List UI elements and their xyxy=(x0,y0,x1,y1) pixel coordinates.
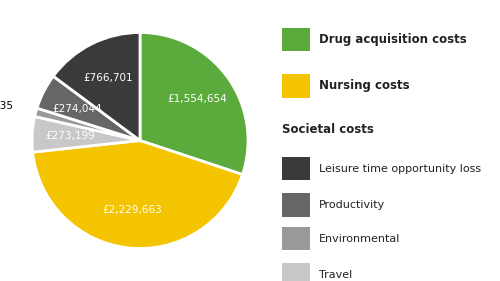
Wedge shape xyxy=(53,33,140,140)
Bar xyxy=(282,74,310,98)
Text: £273,199: £273,199 xyxy=(45,132,95,141)
Wedge shape xyxy=(37,76,140,140)
Text: Drug acquisition costs: Drug acquisition costs xyxy=(319,33,467,46)
Wedge shape xyxy=(32,117,140,152)
Bar xyxy=(282,227,310,250)
Text: Nursing costs: Nursing costs xyxy=(319,80,410,92)
Bar xyxy=(282,263,310,281)
Text: £66,035: £66,035 xyxy=(0,101,13,111)
Text: £274,044: £274,044 xyxy=(52,104,102,114)
Bar xyxy=(282,28,310,51)
Bar xyxy=(282,193,310,217)
Text: £2,229,663: £2,229,663 xyxy=(102,205,162,215)
Text: £1,554,654: £1,554,654 xyxy=(167,94,227,105)
Text: Productivity: Productivity xyxy=(319,200,385,210)
Text: Leisure time opportunity loss: Leisure time opportunity loss xyxy=(319,164,481,174)
Wedge shape xyxy=(32,140,242,248)
Wedge shape xyxy=(34,108,140,140)
Text: Environmental: Environmental xyxy=(319,234,400,244)
Wedge shape xyxy=(140,33,248,175)
Bar xyxy=(282,157,310,180)
Text: Travel: Travel xyxy=(319,270,352,280)
Text: £766,701: £766,701 xyxy=(84,73,133,83)
Text: Societal costs: Societal costs xyxy=(282,123,374,137)
